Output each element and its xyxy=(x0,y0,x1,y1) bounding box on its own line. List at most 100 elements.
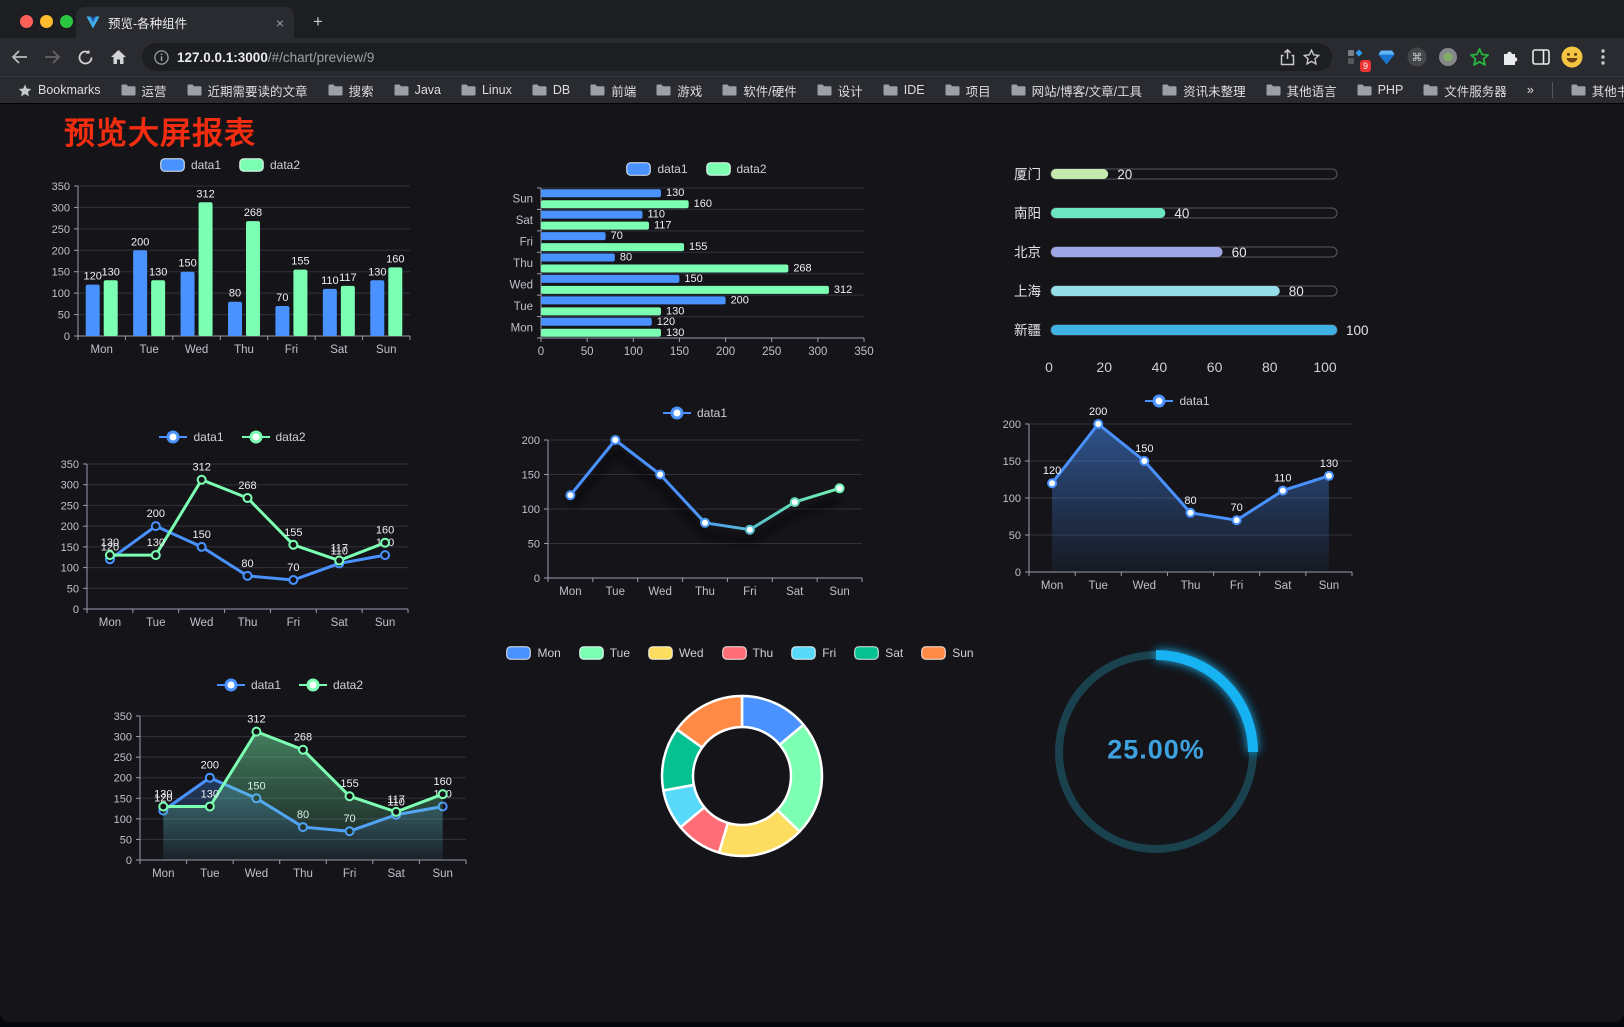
bookmark-folder[interactable]: 软件/硬件 xyxy=(714,78,804,103)
bookmark-folder[interactable]: 设计 xyxy=(809,78,871,103)
svg-text:Mon: Mon xyxy=(152,868,174,880)
svg-text:40: 40 xyxy=(1152,359,1168,375)
svg-text:100: 100 xyxy=(114,814,132,826)
bookmark-folder-label: IDE xyxy=(903,83,925,97)
bookmark-folder[interactable]: 文件服务器 xyxy=(1415,78,1515,103)
bookmark-folder[interactable]: 游戏 xyxy=(648,78,710,103)
legend-item[interactable]: Wed xyxy=(648,646,704,660)
legend-item[interactable]: data1 xyxy=(159,430,224,444)
svg-text:312: 312 xyxy=(834,284,852,296)
legend-item[interactable]: data1 xyxy=(160,158,221,172)
svg-text:40: 40 xyxy=(1174,206,1189,221)
legend-item[interactable]: data1 xyxy=(626,162,688,176)
site-info-icon[interactable] xyxy=(154,49,169,65)
bookmark-star-icon[interactable] xyxy=(1303,49,1320,65)
share-icon[interactable] xyxy=(1280,48,1295,66)
chart-legend: data1 data2 xyxy=(503,162,890,176)
legend-item[interactable]: Tue xyxy=(578,646,630,660)
bookmark-folder[interactable]: Linux xyxy=(453,78,520,103)
svg-text:Fri: Fri xyxy=(1230,580,1243,592)
profile-avatar[interactable] xyxy=(1561,46,1583,68)
extensions-puzzle-icon[interactable] xyxy=(1499,46,1521,68)
svg-text:70: 70 xyxy=(1231,502,1243,514)
bookmark-folder[interactable]: Java xyxy=(386,78,449,103)
svg-text:Sun: Sun xyxy=(432,868,452,880)
svg-text:200: 200 xyxy=(52,245,70,257)
legend-item[interactable]: data2 xyxy=(239,158,300,172)
legend-item[interactable]: data2 xyxy=(705,162,767,176)
chart-gauge: 25.00% xyxy=(1038,634,1274,870)
home-icon[interactable] xyxy=(104,43,132,71)
svg-text:50: 50 xyxy=(581,346,594,358)
side-panel-icon[interactable] xyxy=(1530,46,1552,68)
bookmark-folder[interactable]: 网站/博客/文章/工具 xyxy=(1003,78,1150,103)
legend-item[interactable]: Thu xyxy=(721,646,773,660)
reload-icon[interactable] xyxy=(71,43,99,71)
bookmark-folder[interactable]: 其他语言 xyxy=(1258,78,1345,103)
page-title: 预览大屏报表 xyxy=(64,116,256,151)
svg-text:Tue: Tue xyxy=(146,617,165,629)
extension-command-icon[interactable]: ⌘ xyxy=(1406,46,1428,68)
legend-item[interactable]: Mon xyxy=(506,646,561,660)
forward-icon[interactable] xyxy=(38,43,66,71)
bookmark-folder[interactable]: IDE xyxy=(875,78,933,103)
legend-item[interactable]: data2 xyxy=(241,430,306,444)
menu-dots-icon[interactable] xyxy=(1592,46,1614,68)
bookmark-folder[interactable]: PHP xyxy=(1349,78,1412,103)
svg-text:100: 100 xyxy=(1003,493,1021,505)
browser-tab[interactable]: 预览-各种组件 × xyxy=(76,7,294,38)
legend-label: data1 xyxy=(193,430,224,444)
bookmarks-overflow-chevron[interactable]: » xyxy=(1526,83,1534,97)
svg-text:0: 0 xyxy=(534,573,540,585)
svg-text:Wed: Wed xyxy=(190,617,213,629)
svg-text:50: 50 xyxy=(120,834,132,846)
svg-text:80: 80 xyxy=(241,558,253,570)
svg-text:350: 350 xyxy=(114,711,132,723)
svg-text:268: 268 xyxy=(294,732,312,744)
legend-label: data2 xyxy=(275,430,306,444)
legend-item[interactable]: data2 xyxy=(299,678,363,692)
address-bar[interactable]: 127.0.0.1:3000/#/chart/preview/9 xyxy=(142,43,1332,71)
svg-text:130: 130 xyxy=(1320,458,1338,470)
window-zoom-button[interactable] xyxy=(60,15,73,28)
bookmark-folder[interactable]: 近期需要读的文章 xyxy=(179,78,316,103)
tab-close-icon[interactable]: × xyxy=(275,14,284,31)
svg-text:Fri: Fri xyxy=(285,344,298,356)
svg-text:新疆: 新疆 xyxy=(1014,323,1041,338)
bookmark-folder[interactable]: 前端 xyxy=(582,78,644,103)
legend-item[interactable]: Sat xyxy=(854,646,903,660)
svg-text:100: 100 xyxy=(1313,359,1337,375)
legend-item[interactable]: data1 xyxy=(662,406,727,420)
legend-item[interactable]: Sun xyxy=(921,646,974,660)
bookmark-folder[interactable]: 资讯未整理 xyxy=(1154,78,1254,103)
svg-text:300: 300 xyxy=(808,346,827,358)
new-tab-button[interactable]: + xyxy=(313,12,323,31)
legend-item[interactable]: Fri xyxy=(791,646,836,660)
bookmark-folder[interactable]: DB xyxy=(524,78,578,103)
window-close-button[interactable] xyxy=(20,15,33,28)
legend-item[interactable]: data1 xyxy=(216,678,281,692)
extension-grid-icon[interactable]: 9 xyxy=(1344,46,1371,72)
svg-text:北京: 北京 xyxy=(1014,245,1041,260)
svg-text:Sun: Sun xyxy=(375,617,395,629)
bookmarks-manager-item[interactable]: Bookmarks xyxy=(10,80,109,100)
bookmark-folder[interactable]: 搜索 xyxy=(320,78,382,103)
chart-line-basic: data1 data2 0 50 100 150 200 250 300 350 Mon Tue Wed… xyxy=(45,422,420,637)
legend-label: data2 xyxy=(333,678,364,692)
legend-item[interactable]: data1 xyxy=(1145,394,1210,408)
svg-text:Mon: Mon xyxy=(99,617,121,629)
bookmark-folder[interactable]: 运营 xyxy=(113,78,175,103)
svg-text:160: 160 xyxy=(434,776,452,788)
extensions-area: 9 ⌘ xyxy=(1344,46,1614,72)
extension-record-icon[interactable] xyxy=(1437,46,1459,68)
other-bookmarks-item[interactable]: 其他书签 xyxy=(1563,78,1624,103)
bookmark-folder[interactable]: 项目 xyxy=(937,78,999,103)
svg-text:268: 268 xyxy=(238,480,256,492)
extension-gem-icon[interactable] xyxy=(1375,46,1397,68)
window-minimize-button[interactable] xyxy=(40,15,53,28)
extension-star-icon[interactable] xyxy=(1468,46,1490,68)
back-icon[interactable] xyxy=(5,43,33,71)
svg-text:300: 300 xyxy=(52,202,70,214)
svg-text:Thu: Thu xyxy=(238,617,258,629)
